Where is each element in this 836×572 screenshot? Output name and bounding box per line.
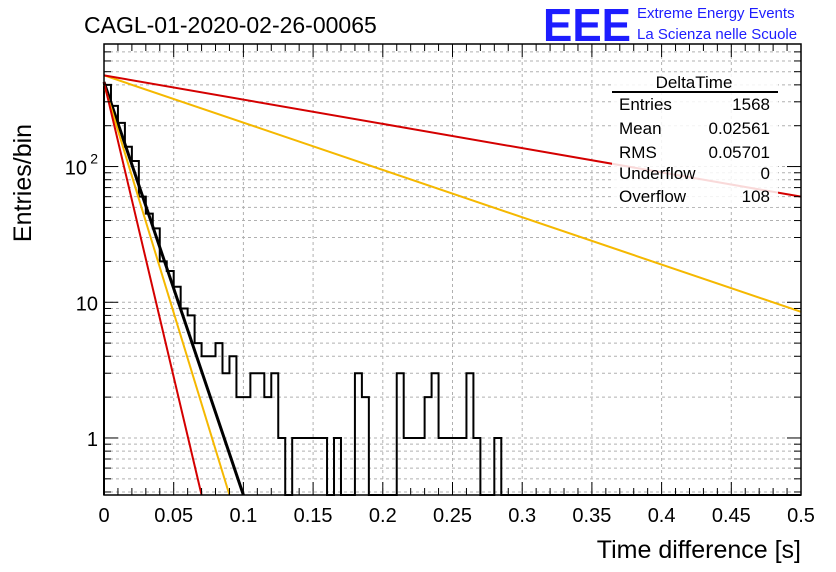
stats-label: Underflow [619, 164, 696, 183]
x-tick-label: 0.45 [712, 505, 751, 527]
grid-lines [104, 43, 801, 495]
fit-curve [102, 81, 245, 496]
x-tick-label: 0.5 [787, 505, 815, 527]
x-tick-label: 0.3 [508, 505, 536, 527]
x-tick-label: 0.2 [369, 505, 397, 527]
fit-curve [103, 74, 802, 313]
stats-label: Overflow [619, 187, 687, 206]
stats-value: 1568 [732, 95, 770, 114]
stats-label: Entries [619, 95, 672, 114]
eee-logo-line2: La Scienza nelle Scuole [637, 26, 797, 43]
fit-curve [103, 81, 203, 496]
eee-logo-mark: EEE [543, 0, 631, 51]
chart-title: CAGL-01-2020-02-26-00065 [84, 12, 377, 38]
stats-box-background [612, 73, 778, 207]
y-axis-label: Entries/bin [9, 124, 37, 242]
stats-title: DeltaTime [656, 73, 733, 92]
stats-value: 0 [761, 164, 770, 183]
y-tick-exponent: 2 [90, 151, 98, 167]
axis-ticks [103, 43, 802, 495]
stats-label: RMS [619, 143, 657, 162]
y-tick-label: 1 [87, 429, 98, 451]
stats-value: 108 [742, 187, 770, 206]
stats-value: 0.05701 [709, 143, 770, 162]
fit-curve [103, 84, 231, 496]
y-tick-label: 10 [76, 293, 98, 315]
x-tick-label: 0.25 [433, 505, 472, 527]
x-axis-label: Time difference [s] [597, 536, 801, 564]
stats-value: 0.02561 [709, 119, 770, 138]
x-tick-label: 0 [98, 505, 109, 527]
x-tick-label: 0.4 [648, 505, 676, 527]
x-tick-label: 0.35 [572, 505, 611, 527]
x-tick-label: 0.15 [294, 505, 333, 527]
eee-logo-line1: Extreme Energy Events [637, 5, 795, 22]
stats-label: Mean [619, 119, 662, 138]
stats-box: DeltaTime Entries 1568 Mean 0.02561 RMS … [612, 73, 778, 207]
y-tick-label: 10 [65, 158, 87, 180]
x-tick-label: 0.05 [154, 505, 193, 527]
x-tick-label: 0.1 [229, 505, 257, 527]
